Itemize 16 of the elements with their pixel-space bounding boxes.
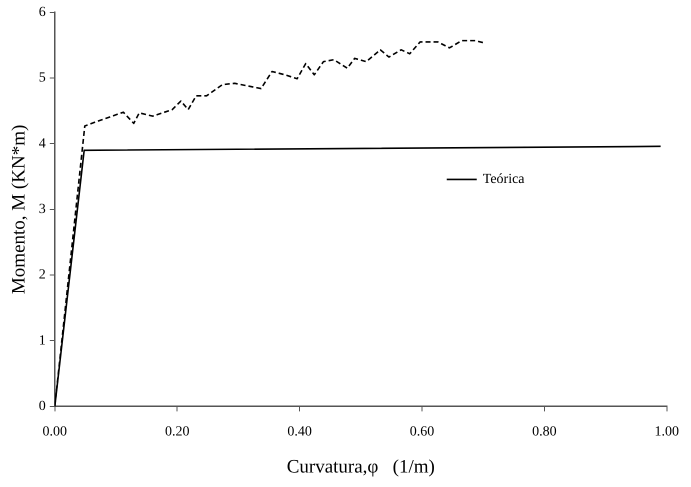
- x-tick-label: 0.20: [164, 424, 190, 440]
- y-tick-label: 4: [38, 136, 46, 152]
- y-tick-label: 0: [38, 399, 46, 414]
- y-tick-label: 6: [38, 5, 46, 20]
- x-tick-label: 0.00: [42, 424, 68, 440]
- x-tick-label: 0.40: [287, 424, 312, 440]
- y-tick-label: 3: [38, 202, 46, 218]
- y-tick-label: 5: [38, 70, 46, 86]
- x-tick-label: 1.00: [654, 424, 679, 440]
- y-tick-label: 2: [38, 268, 46, 283]
- legend-label: Teórica: [482, 172, 526, 188]
- y-axis-title: Momento, M (KN*m): [8, 124, 30, 294]
- x-tick-label: 0.60: [410, 424, 434, 440]
- y-tick-label: 1: [38, 333, 46, 348]
- x-tick-label: 0.80: [532, 424, 557, 440]
- x-axis-title: Curvatura,φ (1/m): [286, 456, 435, 478]
